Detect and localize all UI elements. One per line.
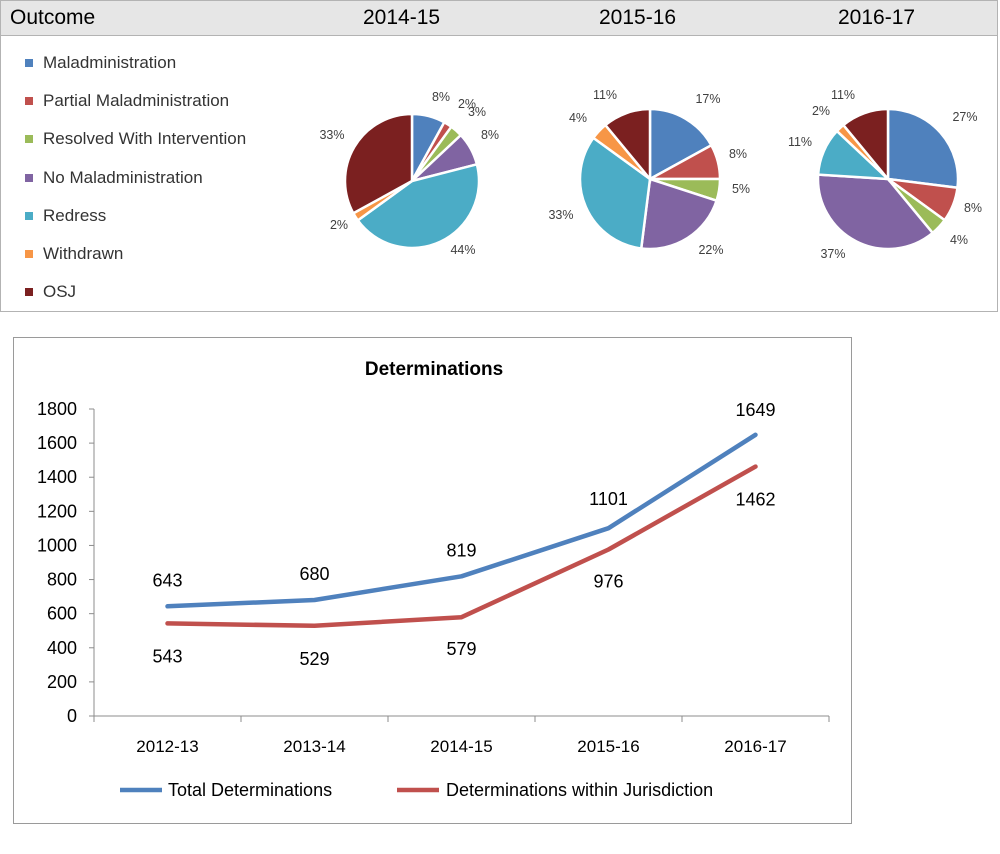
x-tick-label: 2016-17 xyxy=(724,737,786,756)
data-label-determinations-within-jurisdiction: 529 xyxy=(299,649,329,669)
y-tick-label: 1800 xyxy=(37,399,77,419)
pie-slice-redress xyxy=(578,136,652,250)
legend-swatch xyxy=(25,97,33,105)
legend-swatch xyxy=(25,135,33,143)
y-tick-label: 200 xyxy=(47,672,77,692)
pie-data-label: 37% xyxy=(820,247,845,261)
x-tick-label: 2012-13 xyxy=(136,737,198,756)
legend-label: No Maladministration xyxy=(43,168,203,187)
line-legend-label: Determinations within Jurisdiction xyxy=(446,780,713,800)
pie-charts: 8% 2%3%8%44%2%33%17%8%5%22%33%4%11%27%8%4… xyxy=(319,88,982,261)
line-legend-label: Total Determinations xyxy=(168,780,332,800)
pie-data-label: 4% xyxy=(950,233,968,247)
pie-data-label: 17% xyxy=(695,92,720,106)
legend-label: Redress xyxy=(43,206,107,225)
y-tick-label: 800 xyxy=(47,570,77,590)
pie-data-label: 2% xyxy=(458,97,476,111)
year-header-2014-15: 2014-15 xyxy=(363,6,441,29)
pie-data-label: 4% xyxy=(569,111,587,125)
pie-2015-16: 17% 8% 5% 22% 33% 4% 11% xyxy=(548,88,750,257)
data-label-total-determinations: 819 xyxy=(446,540,476,560)
determinations-line-chart: Determinations 0 200 400 600 800 1000 1200 1400 1… xyxy=(37,359,830,800)
legend-label: Partial Maladministration xyxy=(43,91,230,110)
pie-2016-17: 27%8%4%37%11%2%11% xyxy=(788,88,982,261)
data-label-determinations-within-jurisdiction: 976 xyxy=(593,572,623,592)
legend-label: OSJ xyxy=(43,282,77,301)
legend-label: Withdrawn xyxy=(43,244,124,263)
year-header-2016-17: 2016-17 xyxy=(838,6,916,29)
pie-data-label: 8% xyxy=(481,128,499,142)
pie-data-label: 2% xyxy=(330,218,348,232)
pie-data-label: 33% xyxy=(548,208,573,222)
pie-2014-15: 8% 2%3%8%44%2%33% xyxy=(319,90,499,257)
legend-swatch xyxy=(25,250,33,258)
pie-slice-osj xyxy=(603,107,652,183)
pie-slice-maladministration xyxy=(886,107,960,190)
determinations-panel: Determinations 0 200 400 600 800 1000 1200 1400 1… xyxy=(13,337,852,824)
data-label-determinations-within-jurisdiction: 543 xyxy=(152,646,182,666)
line-legend-item-determinations-within-jurisdiction: Determinations within Jurisdiction xyxy=(397,780,713,800)
y-tick-label: 600 xyxy=(47,604,77,624)
data-label-total-determinations: 643 xyxy=(152,570,182,590)
legend-swatch xyxy=(25,59,33,67)
y-tick-label: 0 xyxy=(67,706,77,726)
y-tick-label: 1000 xyxy=(37,535,77,555)
pie-data-label: 11% xyxy=(788,135,812,149)
pie-data-label: 5% xyxy=(732,182,750,196)
series-line-total-determinations xyxy=(165,432,758,609)
pie-data-label: 8% xyxy=(432,90,450,104)
pie-data-label: 11% xyxy=(593,88,617,102)
data-label-total-determinations: 1101 xyxy=(589,489,628,509)
legend-label: Resolved With Intervention xyxy=(43,129,247,148)
x-tick-label: 2015-16 xyxy=(577,737,639,756)
pie-data-label: 3% xyxy=(468,105,486,119)
x-tick-label: 2014-15 xyxy=(430,737,492,756)
x-tick-label: 2013-14 xyxy=(283,737,345,756)
pie-slice-redress xyxy=(356,162,481,250)
outcome-header-bar: Outcome 2014-15 2015-16 2016-17 xyxy=(1,1,997,36)
pie-data-label: 33% xyxy=(319,128,344,142)
data-label-determinations-within-jurisdiction: 579 xyxy=(446,639,476,659)
outcome-panel: Outcome 2014-15 2015-16 2016-17 Maladmin… xyxy=(0,0,998,312)
pie-data-label: 2% xyxy=(812,104,830,118)
legend-swatch xyxy=(25,174,33,182)
pie-data-label: 22% xyxy=(698,243,723,257)
pie-slice-no-maladministration xyxy=(639,177,719,251)
line-legend-item-total-determinations: Total Determinations xyxy=(120,780,332,800)
data-label-determinations-within-jurisdiction: 1462 xyxy=(735,490,775,510)
y-tick-label: 1200 xyxy=(37,501,77,521)
pie-data-label: 27% xyxy=(952,110,977,124)
legend-swatch xyxy=(25,288,33,296)
outcome-header-label: Outcome xyxy=(10,6,96,29)
pie-slice-osj xyxy=(343,112,414,215)
year-header-2015-16: 2015-16 xyxy=(599,6,677,29)
pie-data-label: 8% xyxy=(729,147,747,161)
legend-swatch xyxy=(25,212,33,220)
series-line-determinations-within-jurisdiction xyxy=(165,464,758,629)
pie-data-label: 11% xyxy=(831,88,855,102)
legend-label: Maladministration xyxy=(43,53,177,72)
data-label-total-determinations: 1649 xyxy=(735,400,775,420)
y-tick-label: 1400 xyxy=(37,467,77,487)
pie-slice-maladministration xyxy=(648,107,714,182)
pie-data-label: 8% xyxy=(964,201,982,215)
pie-slice-no-maladministration xyxy=(816,173,935,251)
pie-data-label: 44% xyxy=(450,243,475,257)
y-tick-label: 400 xyxy=(47,638,77,658)
line-chart-title: Determinations xyxy=(365,359,503,380)
pie-slice-osj xyxy=(841,107,890,183)
data-label-total-determinations: 680 xyxy=(299,564,329,584)
y-tick-label: 1600 xyxy=(37,433,77,453)
